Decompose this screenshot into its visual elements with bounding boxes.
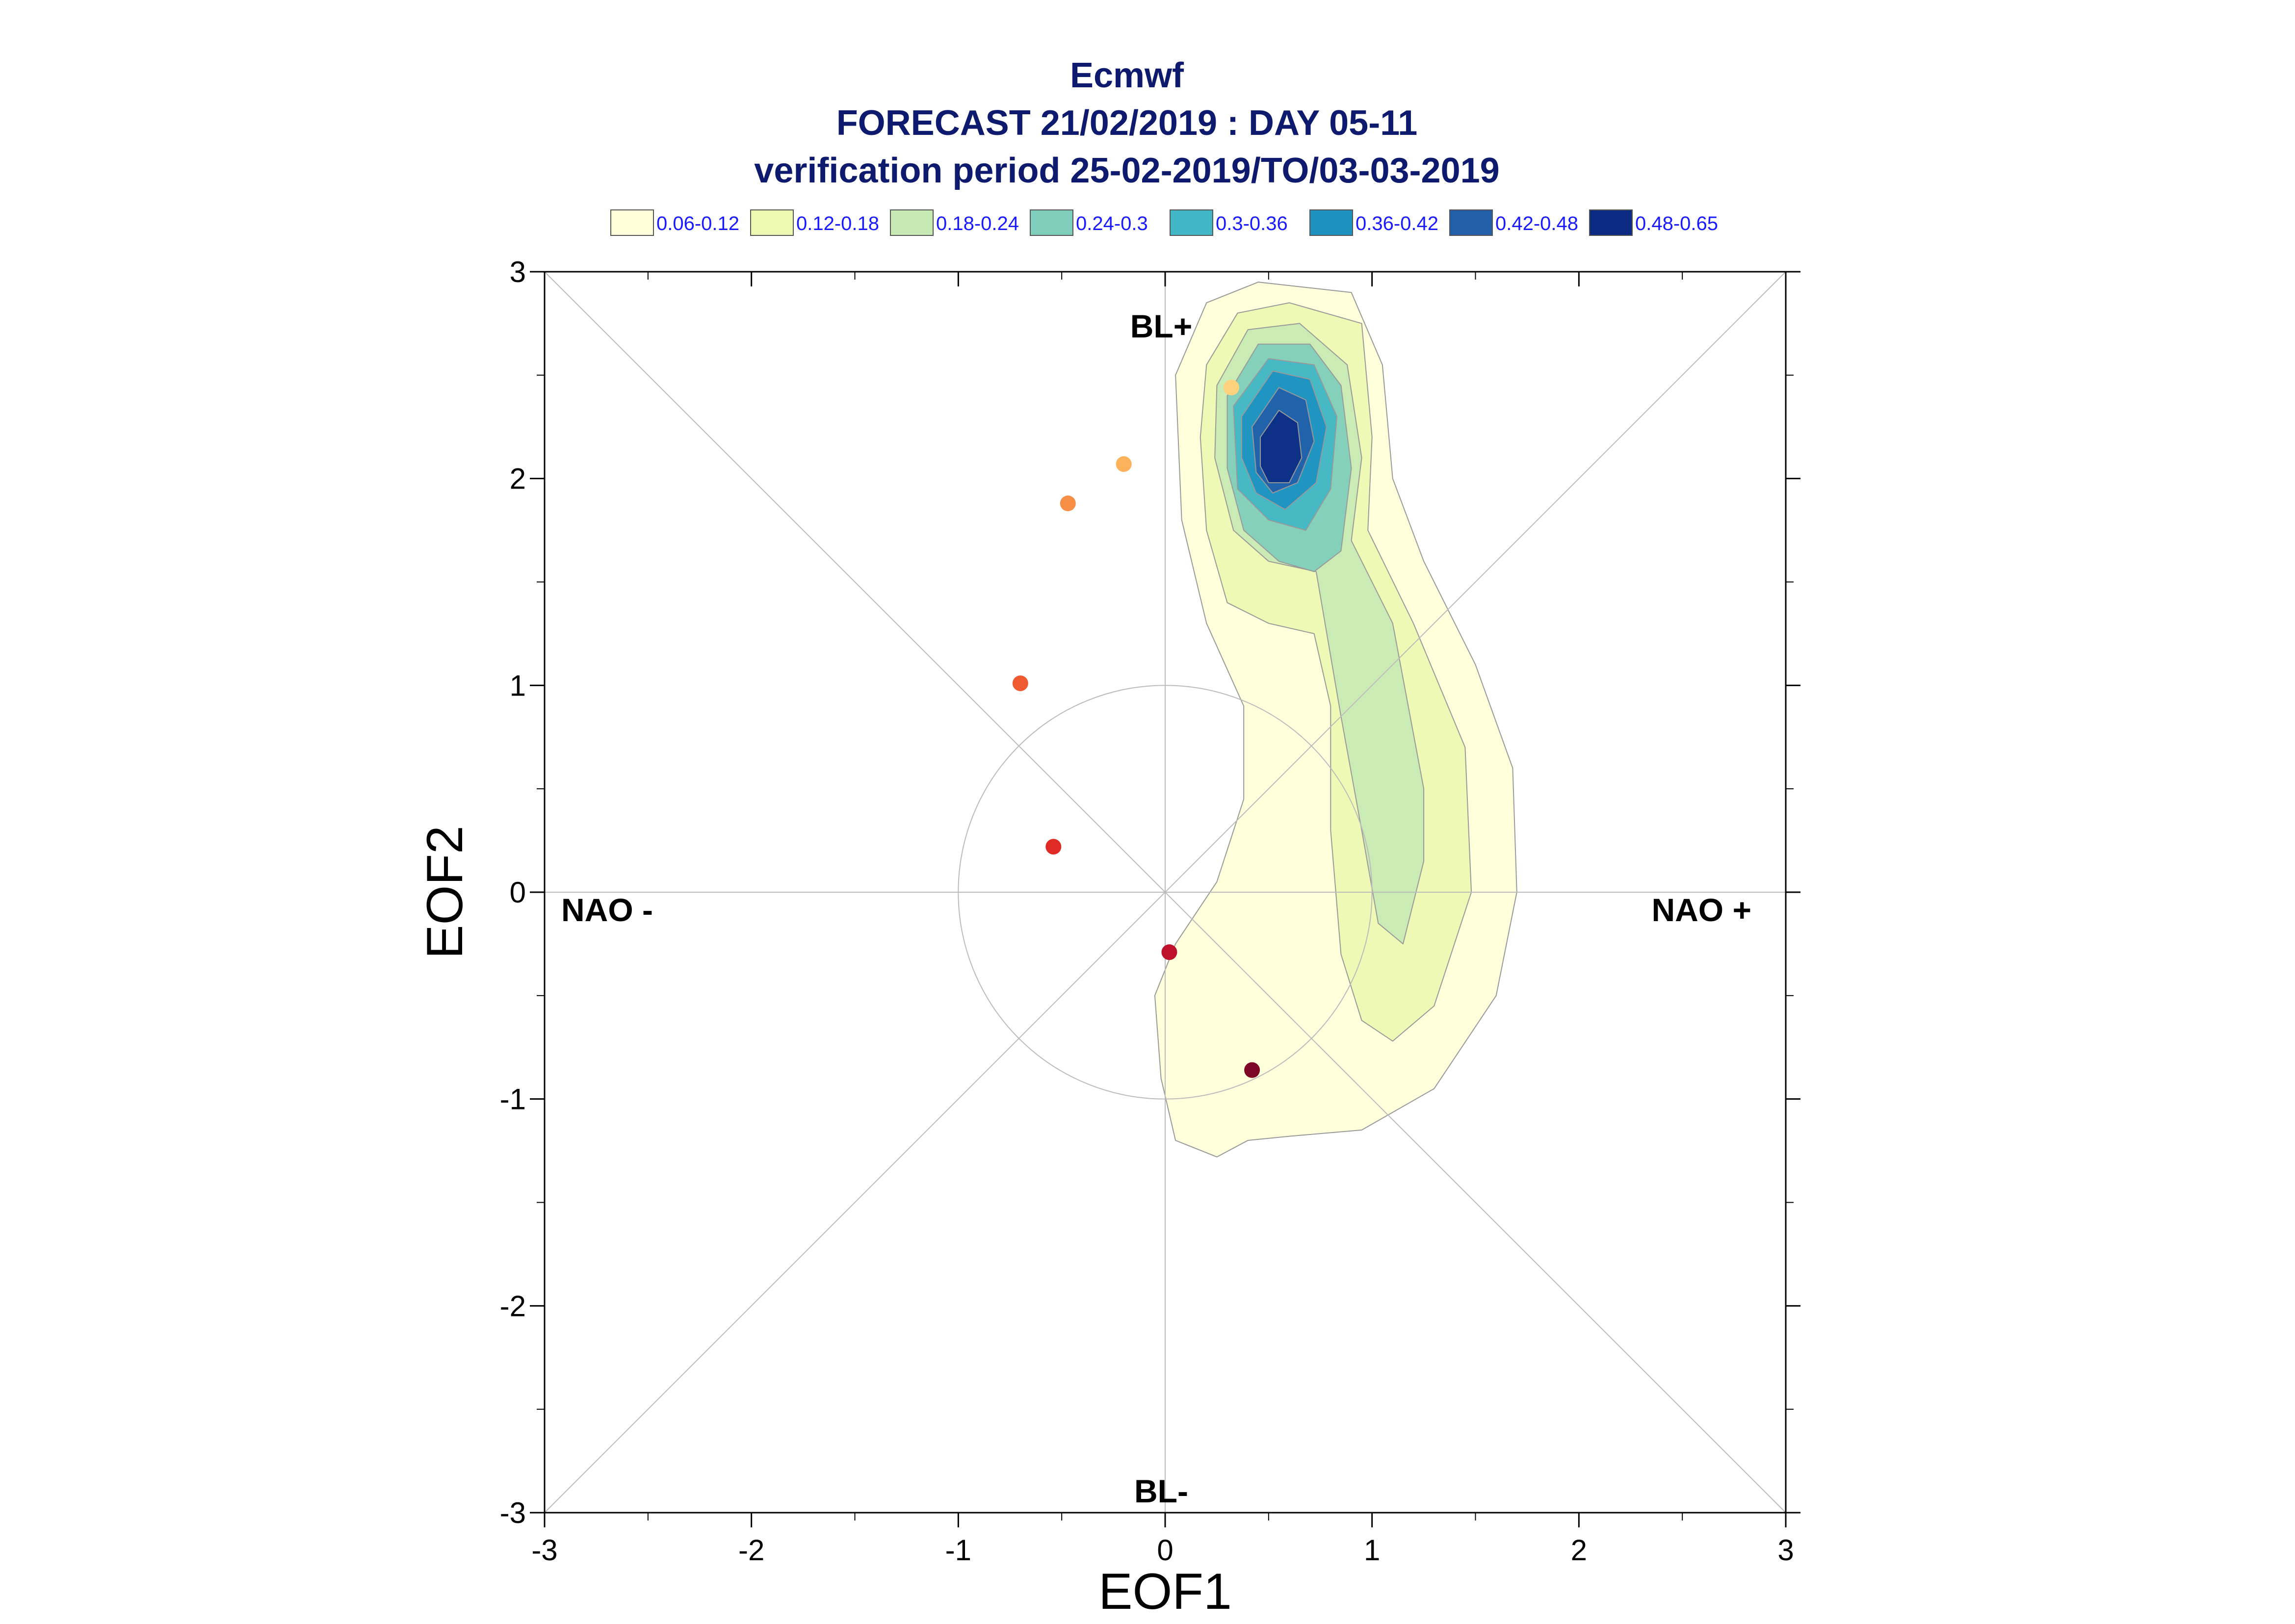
- trajectory-point-7: [1244, 1062, 1260, 1078]
- legend-swatch-7: [1449, 209, 1493, 236]
- y-axis-title: EOF2: [417, 825, 473, 959]
- guide-lines: [544, 271, 1786, 1513]
- legend-label-4: 0.24-0.3: [1076, 213, 1148, 234]
- regime-label-nao-minus: NAO -: [561, 892, 653, 928]
- legend-label-5: 0.3-0.36: [1216, 213, 1288, 234]
- legend-swatch-4: [1030, 209, 1073, 236]
- trajectory-point-1: [1223, 380, 1239, 396]
- x-axis-title: EOF1: [1098, 1563, 1232, 1620]
- legend-label-7: 0.42-0.48: [1495, 213, 1578, 234]
- legend-label-8: 0.48-0.65: [1635, 213, 1718, 234]
- trajectory-points: [1012, 380, 1260, 1078]
- unit-circle: [958, 685, 1373, 1100]
- legend-label-1: 0.06-0.12: [656, 213, 739, 234]
- y-tick-label: 3: [510, 256, 526, 288]
- trajectory-point-3: [1060, 495, 1076, 512]
- chart-subtitle-forecast: FORECAST 21/02/2019 : DAY 05-11: [836, 103, 1418, 143]
- trajectory-point-5: [1045, 839, 1062, 855]
- y-tick-label: 1: [510, 669, 526, 702]
- regime-label-nao-plus: NAO +: [1651, 892, 1751, 928]
- x-tick-label: 2: [1571, 1534, 1587, 1567]
- trajectory-point-4: [1012, 675, 1028, 692]
- regime-label-bl-minus: BL-: [1134, 1473, 1188, 1509]
- legend-swatch-3: [890, 209, 934, 236]
- density-contours: [1154, 282, 1517, 1158]
- legend-label-2: 0.12-0.18: [796, 213, 879, 234]
- x-tick-label: 3: [1777, 1534, 1794, 1567]
- density-legend: 0.06-0.12 0.12-0.18 0.18-0.24 0.24-0.3 0.3-0…: [610, 209, 1718, 236]
- plot-area: -3 -2 -1 0 1 2 3 -3 -2 -1 0 1 2 3: [500, 256, 1800, 1567]
- y-tick-label: 2: [510, 463, 526, 495]
- density-contour-8: [1260, 410, 1303, 484]
- legend-label-3: 0.18-0.24: [936, 213, 1019, 234]
- regime-label-bl-plus: BL+: [1130, 308, 1193, 344]
- chart-subtitle-verification: verification period 25-02-2019/TO/03-03-…: [754, 151, 1499, 190]
- legend-swatch-6: [1309, 209, 1353, 236]
- y-tick-label: -1: [500, 1083, 526, 1116]
- chart-title: Ecmwf: [1070, 56, 1184, 95]
- y-tick-label: 0: [510, 876, 526, 909]
- x-tick-label: -2: [738, 1534, 764, 1567]
- trajectory-point-6: [1161, 944, 1177, 960]
- x-tick-label: 0: [1157, 1534, 1173, 1567]
- axis-ticks: -3 -2 -1 0 1 2 3 -3 -2 -1 0 1 2 3: [500, 256, 1800, 1567]
- y-tick-label: -3: [500, 1496, 526, 1529]
- legend-swatch-2: [750, 209, 794, 236]
- trajectory-point-2: [1116, 456, 1132, 472]
- legend-label-6: 0.36-0.42: [1356, 213, 1438, 234]
- x-tick-label: 1: [1364, 1534, 1380, 1567]
- legend-swatch-5: [1170, 209, 1213, 236]
- x-tick-label: -3: [531, 1534, 557, 1567]
- legend-swatch-8: [1589, 209, 1633, 236]
- legend-swatch-1: [610, 209, 654, 236]
- y-tick-label: -2: [500, 1289, 526, 1322]
- x-tick-label: -1: [945, 1534, 971, 1567]
